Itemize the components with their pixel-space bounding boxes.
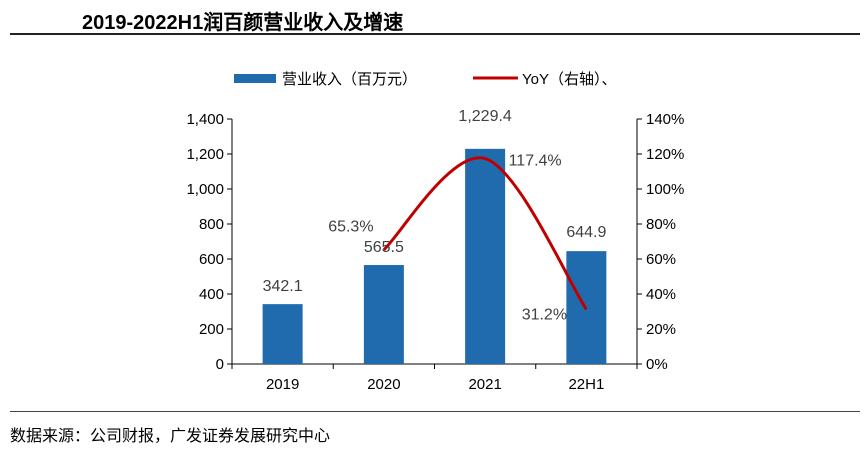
- bar-2020: [363, 265, 404, 364]
- right-tick-label: 80%: [646, 216, 676, 233]
- left-tick-label: 1,200: [186, 146, 224, 163]
- right-tick-label: 20%: [646, 321, 676, 338]
- legend-swatch-revenue: [234, 74, 276, 83]
- bar-value-label: 1,229.4: [458, 108, 511, 125]
- x-tick-label: 2021: [468, 376, 501, 393]
- left-tick-label: 0: [216, 356, 224, 373]
- legend-label-yoy: YoY（右轴）、: [522, 71, 616, 88]
- title-divider: [10, 33, 860, 35]
- right-tick-label: 140%: [646, 111, 684, 128]
- right-tick-label: 0%: [646, 356, 668, 373]
- x-tick-label: 2019: [266, 376, 299, 393]
- left-tick-label: 200: [199, 321, 224, 338]
- right-tick-label: 40%: [646, 286, 676, 303]
- x-tick-label: 2020: [367, 376, 400, 393]
- chart-title: 2019-2022H1润百颜营业收入及增速: [82, 12, 404, 34]
- legend-label-revenue: 营业收入（百万元）: [282, 71, 417, 88]
- bar-value-label: 565.5: [364, 239, 404, 256]
- x-tick-label: 22H1: [568, 376, 604, 393]
- right-tick-label: 100%: [646, 181, 684, 198]
- footer-divider: [10, 411, 860, 412]
- yoy-value-label: 31.2%: [522, 306, 567, 323]
- left-tick-label: 400: [199, 286, 224, 303]
- left-tick-label: 1,000: [186, 181, 224, 198]
- yoy-value-label: 117.4%: [509, 153, 562, 170]
- yoy-value-label: 65.3%: [328, 219, 373, 236]
- right-tick-label: 120%: [646, 146, 684, 163]
- yoy-line: [382, 156, 588, 311]
- bar-2021: [465, 148, 506, 364]
- bar-value-label: 644.9: [566, 224, 606, 241]
- bar-value-label: 342.1: [263, 278, 303, 295]
- bar-2019: [262, 304, 303, 364]
- right-tick-label: 60%: [646, 251, 676, 268]
- source-note: 数据来源：公司财报，广发证券发展研究中心: [10, 426, 331, 445]
- left-tick-label: 800: [199, 216, 224, 233]
- left-tick-label: 600: [199, 251, 224, 268]
- left-tick-label: 1,400: [186, 111, 224, 128]
